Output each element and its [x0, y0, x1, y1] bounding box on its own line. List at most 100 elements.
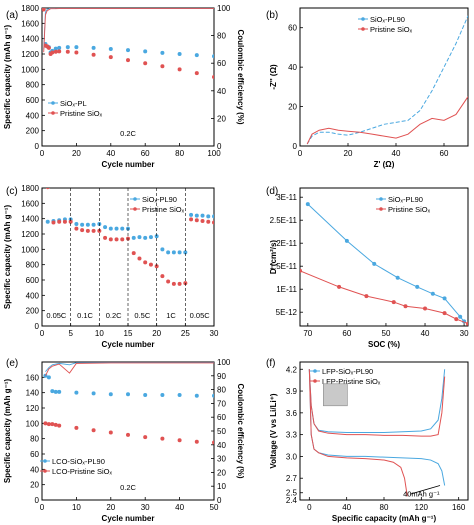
x-tick-label: 0	[40, 329, 45, 338]
series-line	[308, 369, 408, 497]
panel-1: (b) 0 20 40 60 0 20 40 60 Z' (Ω) -Z'' (Ω) SiOₓ-PL90…	[266, 7, 469, 169]
y-tick-label: 40	[288, 63, 297, 72]
y-tick-label: 60	[288, 24, 297, 33]
data-point	[143, 235, 148, 240]
x-tick-label: 20	[152, 329, 161, 338]
x-tick-label: 50	[210, 503, 219, 512]
x-axis-title: Cycle number	[102, 514, 155, 523]
y-tick-label: 2.7	[286, 474, 298, 483]
x-tick-label: 15	[124, 329, 133, 338]
y-right-tick-label: 20	[217, 468, 226, 477]
data-point	[45, 188, 50, 190]
y-tick-label: 60	[30, 450, 39, 459]
legend-marker	[379, 207, 383, 211]
data-point	[206, 219, 211, 224]
x-tick-label: 0	[40, 503, 45, 512]
data-point	[74, 222, 79, 227]
data-point	[194, 393, 199, 398]
data-point	[166, 279, 171, 284]
y-tick-label: 1400	[21, 35, 39, 44]
panel-label: (a)	[6, 10, 18, 21]
y-axis-title: D (cm²/s)	[269, 240, 278, 275]
rate-label: 1C	[166, 311, 176, 320]
x-tick-label: 30	[460, 329, 469, 338]
x-tick-label: 80	[175, 149, 184, 158]
data-point	[189, 217, 194, 222]
data-point	[305, 202, 310, 207]
y-right-tick-label: 0	[217, 142, 222, 151]
y-tick-label: 800	[26, 81, 40, 90]
inset-photo	[323, 383, 348, 407]
y-axis-title: Specific capacity (mAh g⁻¹)	[3, 379, 12, 484]
data-point	[177, 250, 182, 255]
y-tick-label: 40	[30, 465, 39, 474]
y-tick-label: 600	[26, 96, 40, 105]
data-point	[194, 218, 199, 223]
y-right-tick-label: 50	[217, 427, 226, 436]
data-point	[148, 262, 153, 267]
y-right-tick-label: 10	[217, 482, 226, 491]
y-tick-label: 200	[26, 127, 40, 136]
legend-marker	[133, 197, 137, 201]
x-tick-label: 40	[421, 329, 430, 338]
panel-4: (e)0 10 20 30 40 5002040608010012014016001020…	[3, 358, 245, 523]
data-point	[108, 392, 113, 397]
x-axis-title: SOC (%)	[368, 340, 400, 349]
rate-label: 0.05C	[46, 311, 67, 320]
y-tick-label: 1E-11	[276, 285, 297, 294]
data-point	[160, 392, 165, 397]
y-tick-label: 120	[26, 404, 40, 413]
panel-3: (d) 70 60 50 40 30 5E-12 1E-11 1.5E-11 2E-11 2.5E-…	[266, 186, 469, 349]
data-point	[212, 214, 214, 219]
data-point	[344, 238, 349, 243]
series-line	[308, 369, 446, 437]
data-point	[194, 71, 199, 76]
data-point	[364, 294, 369, 299]
legend-label: Pristine SiOₓ	[370, 25, 413, 34]
legend-marker	[43, 459, 47, 463]
data-point	[91, 228, 96, 233]
data-point	[53, 422, 58, 427]
capacity-annotation: 40mAh g⁻¹	[403, 489, 440, 498]
data-point	[46, 375, 51, 380]
data-point	[154, 264, 159, 269]
data-layer	[42, 8, 214, 79]
data-point	[403, 304, 408, 309]
data-point	[212, 440, 214, 445]
data-point	[120, 237, 125, 242]
series-line	[307, 203, 465, 322]
data-point	[143, 260, 148, 265]
y-right-tick-label: 100	[217, 4, 231, 13]
data-point	[395, 275, 400, 280]
data-point	[43, 421, 48, 426]
data-point	[143, 49, 148, 54]
data-point	[114, 226, 119, 231]
y-tick-label: 800	[26, 261, 40, 270]
legend-marker	[313, 369, 317, 373]
data-point	[53, 46, 58, 51]
data-point	[415, 284, 420, 289]
y-right-tick-label: 30	[217, 455, 226, 464]
x-tick-label: 10	[72, 503, 81, 512]
y-right-tick-label: 90	[217, 372, 226, 381]
x-tick-label: 80	[380, 503, 389, 512]
y-tick-label: 5E-12	[276, 308, 298, 317]
data-point	[50, 50, 55, 55]
data-point	[154, 234, 159, 239]
data-point	[108, 237, 113, 242]
data-point	[53, 49, 58, 54]
y-tick-label: 3.9	[286, 387, 298, 396]
data-point	[50, 389, 55, 394]
y-tick-label: 1200	[21, 230, 39, 239]
y-tick-label: 0	[35, 496, 40, 505]
x-axis-title: Cycle number	[102, 160, 155, 169]
y-tick-label: 140	[26, 389, 40, 398]
y-tick-label: 600	[26, 276, 40, 285]
x-tick-label: 40	[175, 503, 184, 512]
data-point	[442, 296, 447, 301]
x-tick-label: 40	[342, 503, 351, 512]
data-point	[183, 250, 188, 255]
y-tick-label: 1000	[21, 65, 39, 74]
data-point	[143, 435, 148, 440]
data-point	[45, 219, 50, 224]
